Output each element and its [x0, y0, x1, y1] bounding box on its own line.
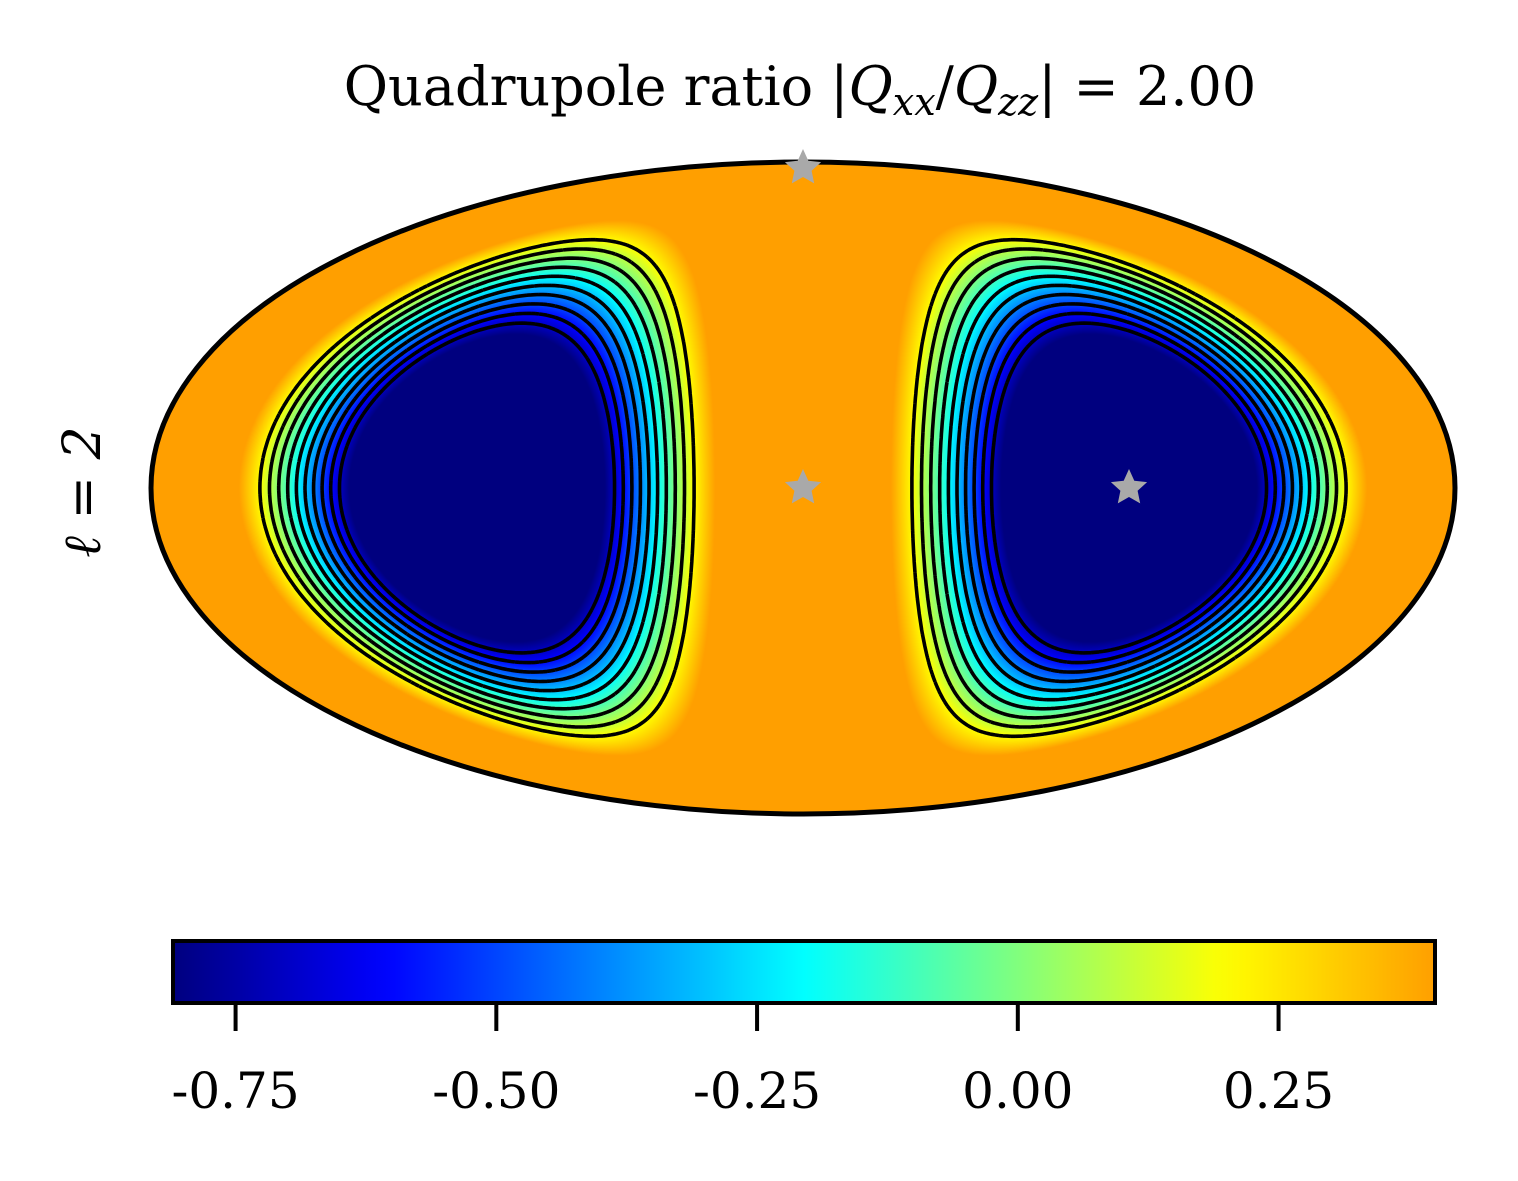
colorbar-tick-label-3: 0.00 [962, 1062, 1073, 1120]
contour-level-m0p5 [320, 302, 1286, 674]
title-q2: Q [954, 55, 998, 118]
marker-layer [784, 149, 1148, 504]
title-sub1: xx [893, 80, 936, 124]
colorbar-frame [171, 939, 1437, 1005]
contour-level-m0p6 [328, 311, 1278, 665]
title-suffix: | = 2.00 [1038, 55, 1256, 118]
colorbar-tick-label-1: -0.50 [432, 1062, 560, 1120]
star-marker-north-pole [784, 149, 822, 184]
star-marker-east [1110, 469, 1148, 504]
mollweide-map [148, 149, 1458, 817]
title-q1: Q [849, 55, 893, 118]
contour-level-0p1 [267, 247, 1339, 729]
colorbar-tick-label-4: 0.25 [1223, 1062, 1334, 1120]
colorbar-ticks: -0.75 -0.50 -0.25 0.00 0.25 [171, 1003, 1334, 1120]
chart-title: Quadrupole ratio |Qxx/Qzz| = 2.00 [344, 55, 1256, 124]
contour-level-m0p2 [294, 274, 1312, 702]
contour-level-m0p3 [303, 283, 1303, 693]
star-marker-center [784, 469, 822, 504]
colorbar: -0.75 -0.50 -0.25 0.00 0.25 [171, 939, 1437, 1120]
title-sub2: zz [997, 80, 1039, 124]
contour-level-m0p1 [285, 265, 1321, 711]
title-slash: / [936, 55, 955, 118]
contour-level-0p2 [258, 237, 1348, 739]
title-prefix: Quadrupole ratio | [344, 55, 849, 118]
row-label: ℓ = 2 [53, 426, 113, 557]
contour-level-m0p7 [337, 321, 1269, 655]
contour-level-0 [276, 256, 1330, 720]
contour-level-m0p4 [311, 292, 1295, 684]
colorbar-gradient [173, 941, 1435, 1003]
colorbar-tick-label-2: -0.25 [693, 1062, 821, 1120]
colorbar-tick-label-0: -0.75 [171, 1062, 299, 1120]
contour-lines [258, 237, 1348, 739]
